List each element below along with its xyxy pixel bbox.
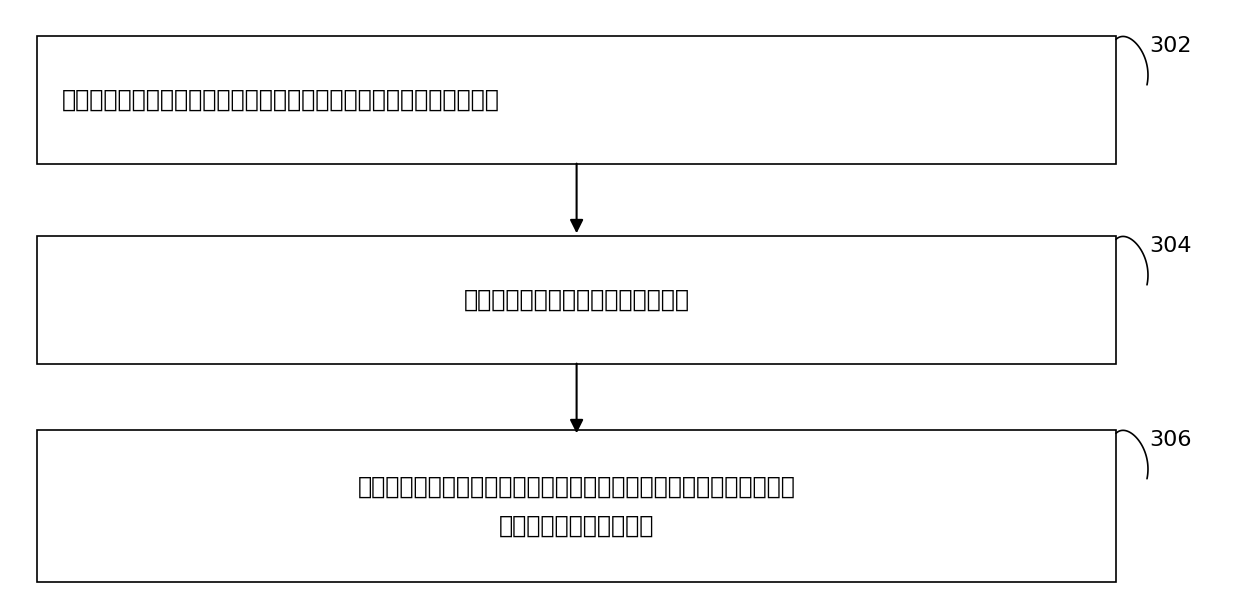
Bar (37, 236, 1116, 364)
Bar (37, 430, 1116, 582)
Text: 根据电池模组温度和产品图像，生成用于表示模组编号对应的电池模组
温度异常的温度警示信息: 根据电池模组温度和产品图像，生成用于表示模组编号对应的电池模组 温度异常的温度警… (357, 474, 796, 538)
Text: 306: 306 (1149, 430, 1192, 450)
Text: 304: 304 (1149, 236, 1192, 256)
Text: 当所确定的温度值符合温度异常条件时，获取电池模组的实时电池参数: 当所确定的温度值符合温度异常条件时，获取电池模组的实时电池参数 (62, 88, 500, 112)
Text: 在实时电池参数中查询电池模组温度: 在实时电池参数中查询电池模组温度 (464, 288, 689, 312)
Text: 302: 302 (1149, 36, 1192, 56)
Bar (37, 36, 1116, 164)
